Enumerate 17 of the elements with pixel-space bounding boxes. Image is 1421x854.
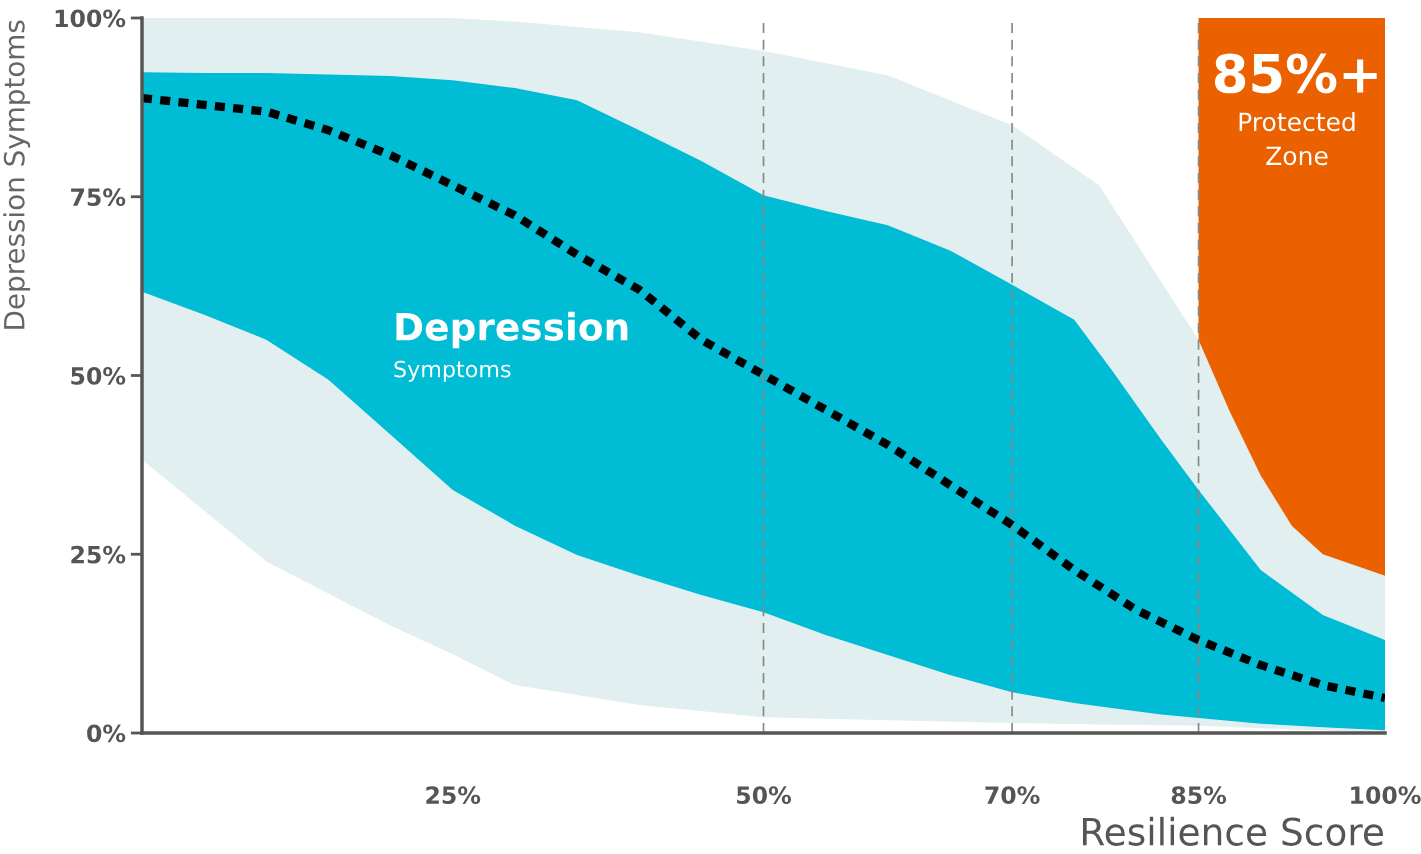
annotation: Symptoms <box>394 360 511 382</box>
y-tick-label: 75% <box>71 188 126 207</box>
y-axis-title: Depression Symptoms <box>3 20 31 329</box>
y-tick-label: 0% <box>87 724 126 743</box>
annotation: Depression <box>396 311 628 349</box>
x-tick-label: 70% <box>985 786 1040 805</box>
annotation: Zone <box>1266 146 1328 166</box>
annotation: Protected <box>1239 111 1355 132</box>
y-tick-label: 100% <box>55 9 126 28</box>
x-tick-label: 100% <box>1351 786 1421 805</box>
x-tick-label: 50% <box>737 786 792 805</box>
y-tick-label: 25% <box>71 545 126 564</box>
x-tick-label: 85% <box>1171 786 1227 805</box>
x-axis-title: Resilience Score <box>1082 816 1383 846</box>
annotation: 85%+ <box>1214 53 1377 94</box>
x-tick-label: 25% <box>426 786 481 805</box>
y-tick-label: 50% <box>71 366 126 385</box>
